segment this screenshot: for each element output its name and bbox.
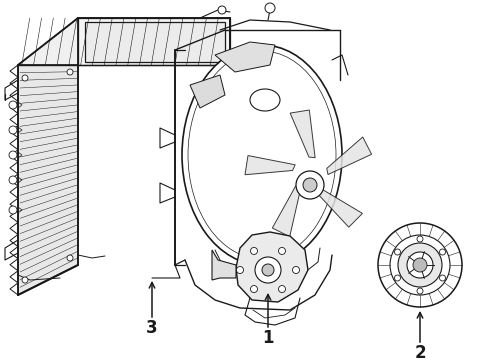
Polygon shape <box>236 232 308 302</box>
Text: 1: 1 <box>262 329 274 347</box>
Circle shape <box>9 151 17 159</box>
Circle shape <box>250 285 258 293</box>
Text: 3: 3 <box>146 319 158 337</box>
Polygon shape <box>18 65 78 295</box>
Circle shape <box>440 249 445 255</box>
Circle shape <box>250 247 258 255</box>
Circle shape <box>9 126 17 134</box>
Circle shape <box>9 206 17 214</box>
Circle shape <box>378 223 462 307</box>
Polygon shape <box>215 42 275 72</box>
Circle shape <box>293 266 299 274</box>
Circle shape <box>237 266 244 274</box>
Circle shape <box>440 275 445 281</box>
Circle shape <box>9 176 17 184</box>
Circle shape <box>303 178 317 192</box>
Polygon shape <box>212 250 236 280</box>
Circle shape <box>394 275 400 281</box>
Polygon shape <box>190 75 225 108</box>
Polygon shape <box>316 189 363 227</box>
Circle shape <box>265 3 275 13</box>
Circle shape <box>394 249 400 255</box>
Circle shape <box>296 171 324 199</box>
Circle shape <box>398 243 442 287</box>
Circle shape <box>413 258 427 272</box>
Circle shape <box>278 285 286 293</box>
Ellipse shape <box>182 45 342 265</box>
Polygon shape <box>18 18 230 65</box>
Ellipse shape <box>250 89 280 111</box>
Polygon shape <box>78 18 230 65</box>
Circle shape <box>417 236 423 242</box>
Circle shape <box>67 255 73 261</box>
Circle shape <box>407 252 433 278</box>
Circle shape <box>417 288 423 294</box>
Polygon shape <box>85 22 225 62</box>
Circle shape <box>218 6 226 14</box>
Circle shape <box>22 277 28 283</box>
Polygon shape <box>327 137 371 175</box>
Circle shape <box>262 264 274 276</box>
Text: 2: 2 <box>414 344 426 360</box>
Circle shape <box>22 75 28 81</box>
Polygon shape <box>245 156 295 175</box>
Polygon shape <box>272 186 300 237</box>
Circle shape <box>9 101 17 109</box>
Polygon shape <box>290 110 315 158</box>
Circle shape <box>255 257 281 283</box>
Circle shape <box>67 69 73 75</box>
Circle shape <box>278 247 286 255</box>
